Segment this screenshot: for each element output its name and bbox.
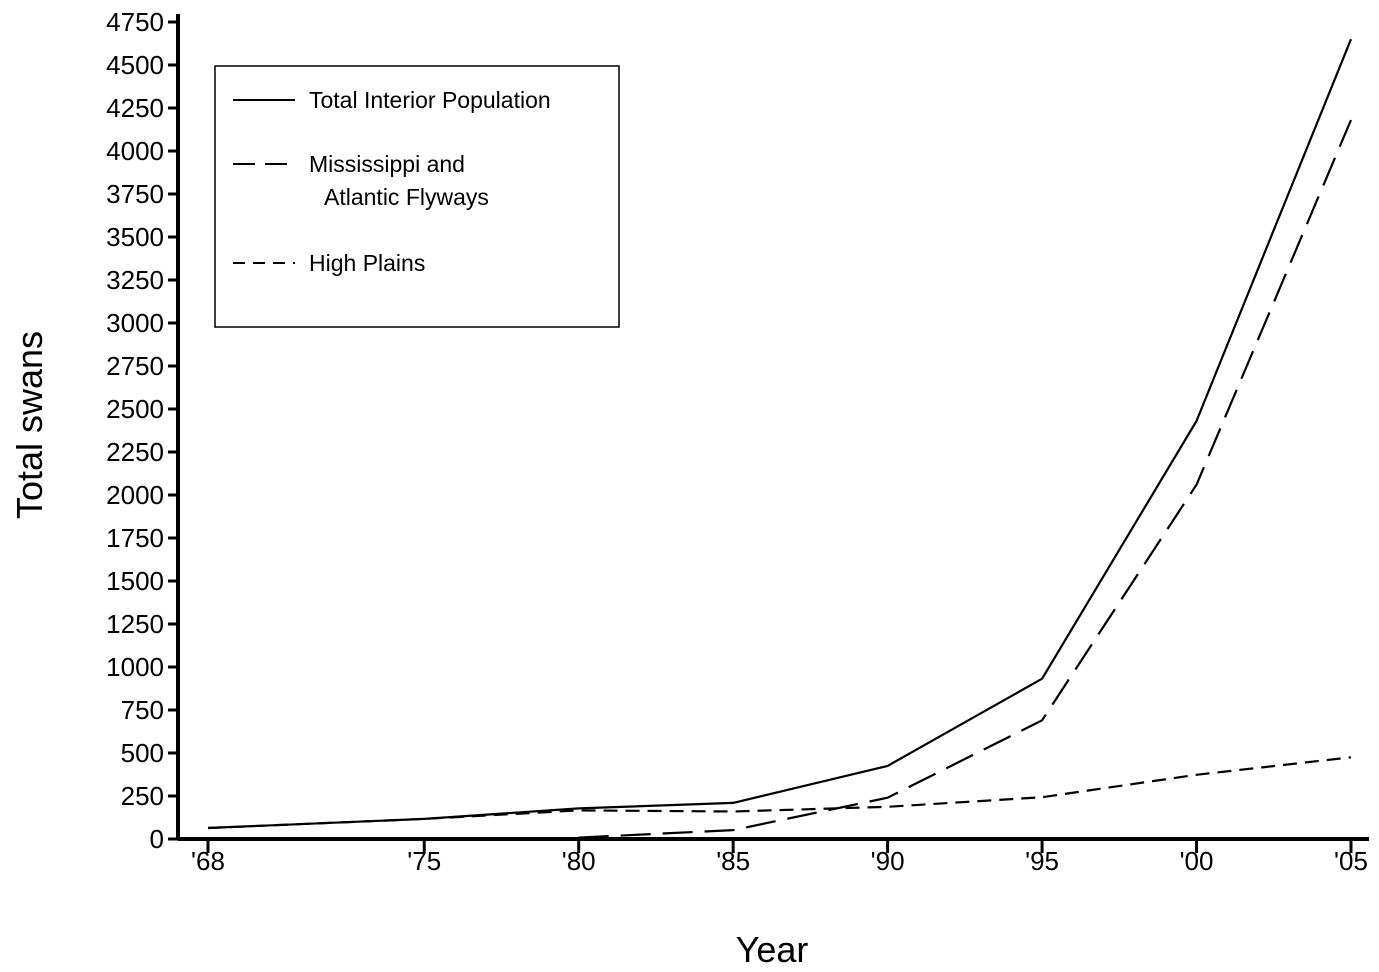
y-tick-label: 1500: [106, 566, 164, 596]
y-axis-title: Total swans: [9, 331, 50, 519]
legend-label-total: Total Interior Population: [309, 87, 551, 113]
y-tick-label: 4750: [106, 7, 164, 37]
x-tick-label: '05: [1334, 846, 1368, 876]
legend-label-mississippi-line2: Atlantic Flyways: [324, 184, 489, 210]
legend-box: [214, 65, 620, 328]
x-tick-label: '00: [1180, 846, 1214, 876]
y-tick-label: 1750: [106, 523, 164, 553]
x-axis-title: Year: [736, 929, 809, 970]
series-line-1: [578, 119, 1353, 839]
series-line-2: [207, 756, 1352, 830]
y-tick-label: 2750: [106, 351, 164, 381]
x-tick-label: '85: [716, 846, 750, 876]
y-tick-label: 4250: [106, 93, 164, 123]
y-tick-label: 3500: [106, 222, 164, 252]
y-tick-label: 1000: [106, 652, 164, 682]
x-tick-label: '90: [871, 846, 905, 876]
y-tick-label: 4000: [106, 136, 164, 166]
y-tick-label: 2500: [106, 394, 164, 424]
x-tick-label: '80: [562, 846, 596, 876]
legend-label-high-plains: High Plains: [309, 250, 425, 276]
y-tick-label: 4500: [106, 50, 164, 80]
y-tick-label: 750: [121, 695, 164, 725]
y-tick-label: 3000: [106, 308, 164, 338]
legend-label-mississippi-line1: Mississippi and: [309, 151, 465, 177]
series-layer: [207, 38, 1353, 839]
y-tick-label: 0: [150, 824, 164, 854]
y-tick-label: 500: [121, 738, 164, 768]
y-tick-label: 3250: [106, 265, 164, 295]
y-tick-label: 250: [121, 781, 164, 811]
y-tick-label: 2000: [106, 480, 164, 510]
x-tick-label: '68: [191, 846, 225, 876]
y-tick-label: 3750: [106, 179, 164, 209]
x-tick-label: '95: [1025, 846, 1059, 876]
axes: 0 250 500 750 1000 1250 1500 1750 2000 2250 2500 27…: [106, 7, 1369, 876]
x-tick-label: '75: [407, 846, 441, 876]
legend: Total Interior Population Mississippi an…: [214, 65, 620, 328]
y-tick-label: 1250: [106, 609, 164, 639]
y-tick-label: 2250: [106, 437, 164, 467]
